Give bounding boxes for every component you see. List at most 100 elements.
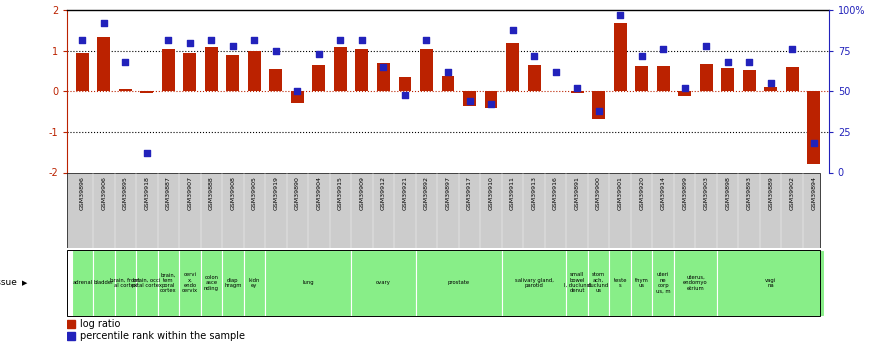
Point [269,48,283,54]
Bar [265,250,351,316]
Text: GSM39918: GSM39918 [144,176,150,210]
Text: GSM39895: GSM39895 [123,176,128,210]
Bar [807,91,820,164]
Bar [485,91,497,108]
Bar [67,320,75,328]
Text: diap
hragm: diap hragm [224,278,242,288]
Point [548,69,563,75]
Text: GSM39921: GSM39921 [402,176,408,210]
Bar [588,250,609,316]
Text: uteri
ne
corp
us, m: uteri ne corp us, m [656,272,670,294]
Bar [442,76,454,91]
Point [699,43,713,49]
Text: small
bowel
I, duclund
denut: small bowel I, duclund denut [564,272,590,294]
Text: GSM39890: GSM39890 [295,176,300,210]
Point [226,43,240,49]
Text: GSM39902: GSM39902 [789,176,795,210]
Text: GSM39894: GSM39894 [811,176,816,210]
Bar [721,68,734,91]
Bar [244,250,265,316]
Bar [631,250,652,316]
Text: thym
us: thym us [634,278,649,288]
Bar [356,49,368,91]
Bar [674,250,717,316]
Text: kidn
ey: kidn ey [249,278,260,288]
Text: colon
asce
nding: colon asce nding [204,275,219,291]
Bar [717,250,824,316]
Text: GSM39919: GSM39919 [273,176,279,210]
Point [247,37,262,42]
Text: stom
ach,
duclund
us: stom ach, duclund us [588,272,609,294]
Bar [201,250,222,316]
Bar [351,250,416,316]
Text: brain, front
al cortex: brain, front al cortex [110,278,140,288]
Text: bladder: bladder [93,280,114,285]
Bar [420,49,433,91]
Point [785,47,799,52]
Text: GSM39914: GSM39914 [660,176,666,210]
Bar [136,250,158,316]
Bar [377,63,390,91]
Text: salivary gland,
parotid: salivary gland, parotid [514,278,554,288]
Point [742,59,756,65]
Point [398,92,412,97]
Bar [657,66,669,91]
Point [183,40,197,46]
Text: lung: lung [302,280,314,285]
Text: vagi
na: vagi na [765,278,776,288]
Text: prostate: prostate [448,280,470,285]
Bar [93,250,115,316]
Bar [743,70,755,91]
Bar [700,64,712,91]
Bar [76,53,89,91]
Text: GSM39891: GSM39891 [574,176,580,210]
Text: log ratio: log ratio [80,319,120,329]
Text: uterus,
endomyo
etrium: uterus, endomyo etrium [683,275,708,291]
Bar [334,47,347,91]
Text: GSM39889: GSM39889 [768,176,773,210]
Text: cervi
x,
endo
cervix: cervi x, endo cervix [182,272,198,294]
Text: adrenal: adrenal [73,280,92,285]
Text: GSM39892: GSM39892 [424,176,429,210]
Bar [179,250,201,316]
Text: GSM39910: GSM39910 [488,176,494,210]
Bar [399,77,411,91]
Bar [652,250,674,316]
Bar [115,250,136,316]
Bar [162,49,175,91]
Bar [98,37,110,91]
Point [763,80,778,86]
Bar [614,23,626,91]
Bar [141,91,153,93]
Text: GSM39912: GSM39912 [381,176,386,210]
Point [806,140,821,146]
Text: GSM39907: GSM39907 [187,176,193,210]
Bar [205,47,218,91]
Point [140,150,154,156]
Text: GSM39904: GSM39904 [316,176,322,210]
Bar [506,43,519,91]
Text: GSM39915: GSM39915 [338,176,343,210]
Bar [119,89,132,91]
Point [312,51,326,57]
Bar [571,91,583,93]
Point [97,21,111,26]
Text: GSM39900: GSM39900 [596,176,601,210]
Text: GSM39898: GSM39898 [725,176,730,210]
Point [484,102,498,107]
Point [75,37,90,42]
Text: tissue: tissue [0,278,18,287]
Text: GSM39913: GSM39913 [531,176,537,210]
Point [720,59,735,65]
Bar [566,250,588,316]
Bar [158,250,179,316]
Bar [248,51,261,91]
Point [333,37,348,42]
Bar [184,53,196,91]
Bar [291,91,304,103]
Point [656,47,670,52]
Text: ▶: ▶ [22,280,28,286]
Bar [764,87,777,91]
Point [505,27,520,32]
Text: GSM39887: GSM39887 [166,176,171,210]
